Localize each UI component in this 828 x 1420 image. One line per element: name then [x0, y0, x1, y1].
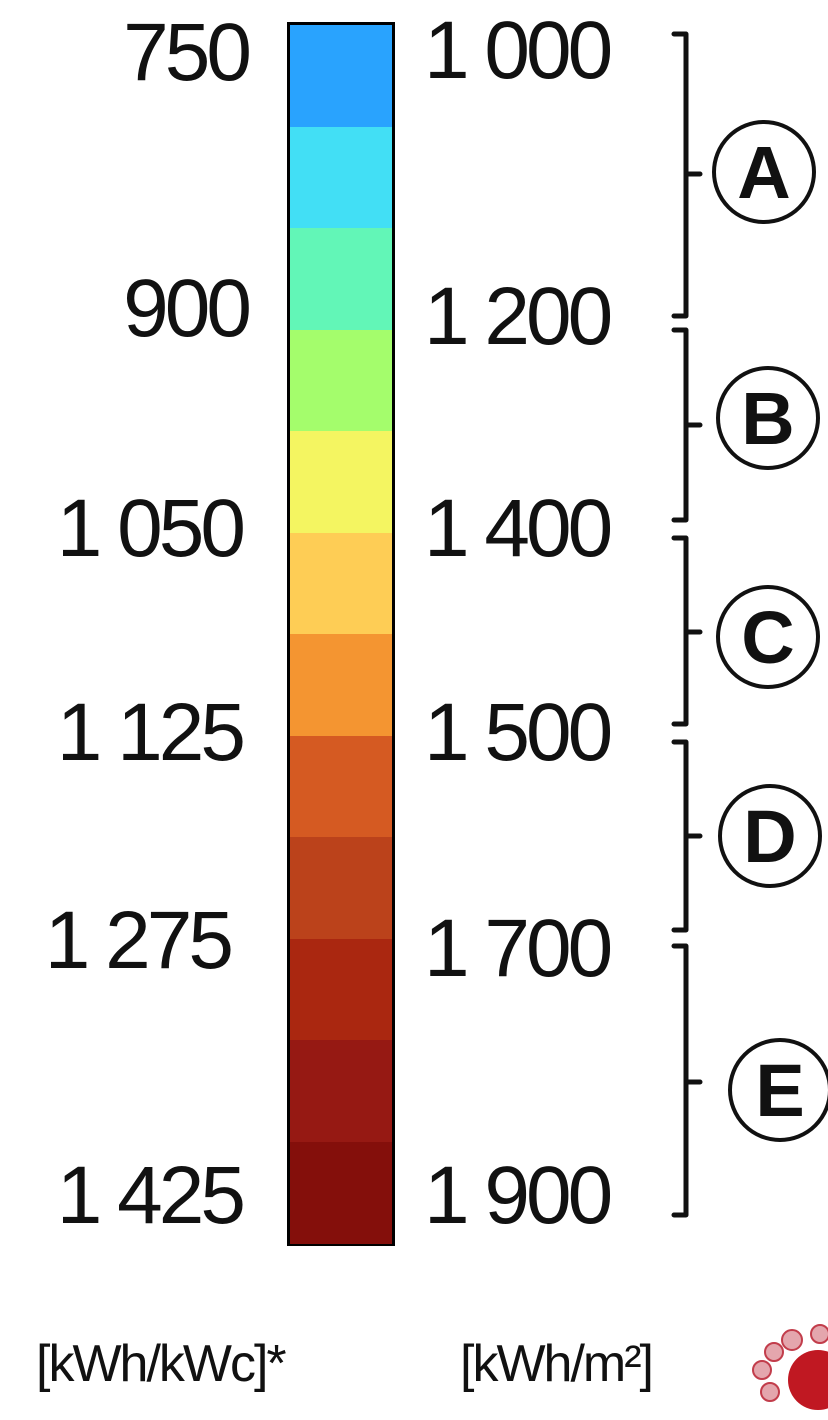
color-band	[290, 837, 392, 939]
color-band	[290, 329, 392, 432]
color-band	[290, 634, 392, 736]
bracket-E	[671, 943, 703, 1218]
right-tick-label: 1 700	[424, 903, 613, 994]
right-unit-label: [kWh/m²]	[460, 1335, 654, 1393]
logo-icon	[752, 1324, 828, 1410]
left-unit-label: [kWh/kWc]*	[36, 1335, 287, 1393]
right-tick-label: 1 500	[424, 687, 613, 778]
category-B-circle: B	[716, 366, 820, 470]
color-band	[290, 1141, 392, 1244]
color-band	[290, 431, 392, 533]
category-D-circle: D	[718, 784, 822, 888]
category-E-circle: E	[728, 1038, 828, 1142]
left-tick-label: 1 425	[56, 1150, 246, 1241]
bracket-A	[671, 31, 703, 319]
color-band	[290, 126, 392, 229]
left-tick-label: 1 275	[44, 895, 234, 986]
left-tick-label: 1 125	[56, 687, 246, 778]
right-tick-label: 1 400	[424, 483, 613, 574]
bracket-D	[671, 739, 703, 933]
right-tick-label: 1 200	[424, 271, 613, 362]
color-band	[290, 735, 392, 838]
left-tick-label: 1 050	[56, 483, 246, 574]
left-tick-label: 750	[123, 7, 252, 98]
right-tick-label: 1 000	[424, 5, 613, 96]
color-band	[290, 228, 392, 330]
color-band	[290, 1040, 392, 1142]
bracket-B	[671, 327, 703, 523]
color-scale-bar	[287, 22, 395, 1246]
color-band	[290, 938, 392, 1041]
category-A-circle: A	[712, 120, 816, 224]
color-band	[290, 532, 392, 635]
right-tick-label: 1 900	[424, 1150, 613, 1241]
bracket-C	[671, 535, 703, 727]
left-tick-label: 900	[123, 263, 252, 354]
color-band	[290, 25, 392, 127]
category-C-circle: C	[716, 585, 820, 689]
